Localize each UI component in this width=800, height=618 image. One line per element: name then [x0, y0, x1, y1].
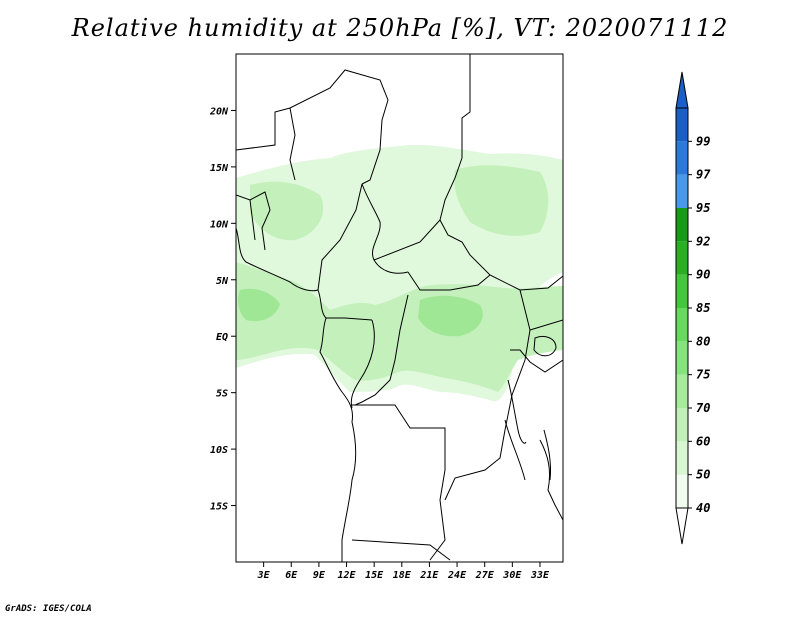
colorbar-swatch [676, 441, 688, 475]
lon-tick-label: 18E [393, 570, 412, 581]
lat-tick-label: 15N [210, 163, 229, 174]
colorbar-swatch [676, 108, 688, 142]
colorbar-label: 90 [696, 268, 710, 282]
colorbar-label: 97 [696, 168, 711, 182]
colorbar-swatch [676, 208, 688, 242]
lake-victoria [533, 335, 557, 357]
colorbar-label: 95 [696, 201, 710, 215]
lon-tick-label: 3E [257, 570, 271, 581]
border-congo [350, 319, 375, 409]
lat-tick-label: 10N [210, 219, 229, 230]
lon-tick-label: 30E [502, 570, 522, 581]
humidity-patch-east [454, 165, 549, 236]
lake-malawi [543, 429, 551, 481]
lon-tick-label: 24E [447, 570, 467, 581]
map-frame [235, 53, 564, 563]
lon-tick-label: 9E [313, 570, 326, 581]
border-chad [361, 183, 409, 274]
border-sahel [236, 69, 389, 185]
border-east [504, 319, 563, 521]
colorbar-swatch [676, 341, 688, 375]
border-cameroon [317, 183, 373, 321]
humidity-patch-north [250, 181, 324, 241]
lat-tick-label: 15S [210, 502, 228, 513]
lat-tick-label: 5N [216, 276, 229, 287]
lon-tick-label: 15E [365, 570, 384, 581]
lat-tick-label: 10S [210, 445, 228, 456]
colorbar-swatch [676, 174, 688, 208]
colorbar-label: 75 [696, 368, 710, 382]
lat-tick-label: 20N [209, 106, 229, 117]
border-car [373, 219, 491, 291]
map-title: Relative humidity at 250hPa [%], VT: 202… [71, 14, 729, 42]
latitude-axis: 20N 15N 10N 5N EQ 5S 10S 15S [209, 106, 236, 513]
humidity-patch-high [418, 295, 483, 337]
border-drc [354, 289, 531, 501]
border-sudan [439, 157, 563, 291]
colorbar-swatch [676, 308, 688, 342]
humidity-band-mid [236, 262, 563, 392]
colorbar-label: 99 [696, 134, 710, 148]
lon-tick-label: 27E [475, 570, 495, 581]
lon-tick-label: 33E [530, 570, 550, 581]
colorbar-swatch [676, 141, 688, 175]
longitude-axis: 3E 6E 9E 12E 15E 18E 21E 24E 27E 30E 33E [257, 562, 550, 581]
colorbar-outline [675, 107, 689, 509]
humidity-patch-high [238, 288, 280, 322]
colorbar-swatch [676, 274, 688, 308]
coastline-west [236, 227, 357, 562]
colorbar-label: 50 [696, 468, 710, 482]
border-west-states [236, 107, 296, 251]
colorbar-label: 92 [696, 234, 710, 248]
colorbar-label: 40 [696, 501, 710, 515]
colorbar: 40 50 60 70 75 80 85 90 92 95 97 99 [675, 71, 711, 545]
border-angola [351, 404, 451, 561]
colorbar-label: 70 [696, 401, 710, 415]
colorbar-bottom-arrow [675, 507, 689, 545]
colorbar-swatch [676, 374, 688, 408]
grads-credit: GrADS: IGES/COLA [5, 604, 92, 614]
colorbar-label: 60 [696, 434, 710, 448]
lon-tick-label: 21E [419, 570, 439, 581]
country-borders [236, 54, 563, 562]
lat-tick-label: 5S [216, 389, 228, 400]
colorbar-swatch [676, 241, 688, 275]
colorbar-swatch [676, 408, 688, 442]
colorbar-label: 80 [696, 334, 710, 348]
lat-tick-label: EQ [216, 332, 228, 343]
colorbar-top-arrow [675, 71, 689, 109]
colorbar-swatch [676, 474, 688, 508]
border-libya-egypt [461, 54, 471, 158]
colorbar-label: 85 [696, 301, 710, 315]
lon-tick-label: 12E [338, 570, 357, 581]
lake-tanganyika [507, 379, 527, 444]
lon-tick-label: 6E [285, 570, 298, 581]
